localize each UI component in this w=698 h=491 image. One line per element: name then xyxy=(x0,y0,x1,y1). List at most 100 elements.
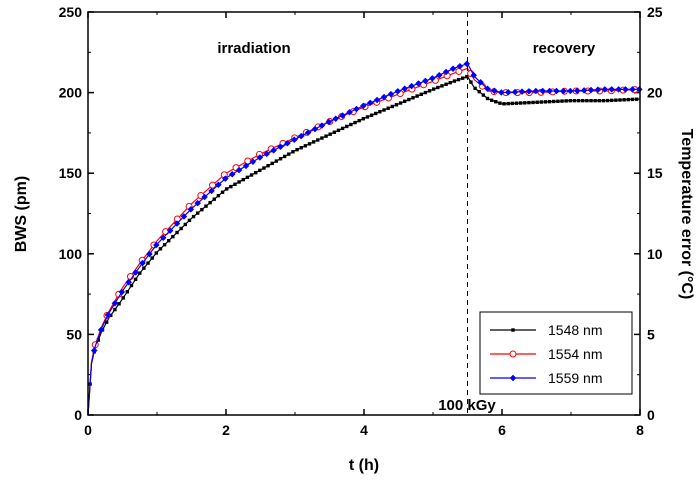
data-point xyxy=(369,113,374,117)
y2-tick-label: 10 xyxy=(647,246,663,262)
data-point xyxy=(349,122,353,127)
data-point xyxy=(390,104,394,109)
data-point xyxy=(518,101,523,105)
data-point xyxy=(594,86,602,94)
data-point xyxy=(543,100,548,104)
y-tick-label: 50 xyxy=(66,326,82,342)
data-point xyxy=(403,99,407,103)
data-point xyxy=(287,152,291,156)
data-point xyxy=(139,259,146,267)
data-point xyxy=(324,134,328,138)
data-point xyxy=(615,86,622,93)
data-point xyxy=(346,108,353,116)
data-point xyxy=(485,96,490,101)
data-point xyxy=(152,241,160,249)
data-point xyxy=(167,238,171,243)
data-point xyxy=(228,170,236,178)
data-point xyxy=(220,190,225,194)
y-tick-label: 200 xyxy=(59,85,83,101)
data-point xyxy=(535,100,539,104)
data-point xyxy=(504,88,512,96)
data-point xyxy=(221,175,229,183)
data-point xyxy=(452,79,457,83)
data-point xyxy=(104,320,109,324)
data-point xyxy=(325,118,333,126)
data-point xyxy=(270,161,274,166)
data-point xyxy=(125,290,130,294)
data-point xyxy=(560,99,564,103)
data-point xyxy=(431,87,436,91)
x-tick-label: 0 xyxy=(84,422,92,438)
data-point xyxy=(154,251,159,255)
data-point xyxy=(444,82,448,86)
data-point xyxy=(263,150,271,158)
data-point xyxy=(502,102,506,106)
data-point xyxy=(560,87,567,95)
data-point xyxy=(525,87,533,95)
data-point xyxy=(297,132,305,140)
data-point xyxy=(601,98,606,103)
data-point xyxy=(253,170,258,175)
data-point xyxy=(249,158,257,166)
data-point xyxy=(572,98,577,103)
data-point xyxy=(436,85,440,90)
data-point xyxy=(256,154,264,161)
data-point xyxy=(277,143,284,151)
data-point xyxy=(146,261,150,265)
data-point xyxy=(573,87,581,95)
data-point xyxy=(610,98,614,103)
data-point xyxy=(201,193,208,201)
data-point xyxy=(361,117,366,121)
data-point xyxy=(618,98,622,102)
data-point xyxy=(455,67,463,75)
data-point xyxy=(204,204,208,208)
plot-frame xyxy=(87,11,641,416)
data-point xyxy=(597,98,601,103)
data-point xyxy=(556,99,560,103)
legend-item: 1548 nm xyxy=(490,322,602,338)
data-point xyxy=(173,220,181,227)
data-point xyxy=(523,101,527,105)
data-point xyxy=(386,106,390,110)
data-point xyxy=(509,374,517,382)
data-point xyxy=(196,211,200,215)
data-point xyxy=(552,99,556,104)
legend-label: 1548 nm xyxy=(548,322,602,338)
data-point xyxy=(180,213,188,220)
data-point xyxy=(320,136,324,140)
data-point xyxy=(373,96,381,104)
data-point xyxy=(415,94,419,98)
data-point xyxy=(187,206,195,213)
data-point xyxy=(129,283,134,288)
y2-tick-label: 5 xyxy=(647,326,655,342)
data-point xyxy=(150,256,154,260)
y-tick-label: 250 xyxy=(59,4,83,20)
data-point xyxy=(235,166,243,174)
x-tick-label: 4 xyxy=(360,422,368,438)
data-point xyxy=(113,307,117,312)
data-point xyxy=(318,122,326,129)
data-point xyxy=(473,86,477,91)
data-point xyxy=(593,98,597,103)
data-point xyxy=(448,80,452,85)
data-point xyxy=(353,105,360,113)
data-point xyxy=(249,173,254,177)
data-point xyxy=(278,157,283,161)
data-point xyxy=(585,98,589,103)
x-tick-label: 6 xyxy=(498,422,506,438)
data-point xyxy=(311,140,316,144)
data-point xyxy=(175,230,179,235)
data-point xyxy=(387,90,395,98)
data-point xyxy=(626,97,630,102)
data-point xyxy=(171,234,175,239)
data-point xyxy=(332,130,337,134)
data-point xyxy=(90,347,98,354)
data-point xyxy=(208,200,212,205)
y-axis-title: BWS (pm) xyxy=(13,176,30,252)
data-point xyxy=(580,87,588,94)
legend-box xyxy=(479,311,633,395)
data-point xyxy=(398,101,403,105)
y2-tick-label: 0 xyxy=(647,407,655,423)
data-point xyxy=(407,97,411,102)
y2-tick-label: 25 xyxy=(647,4,663,20)
